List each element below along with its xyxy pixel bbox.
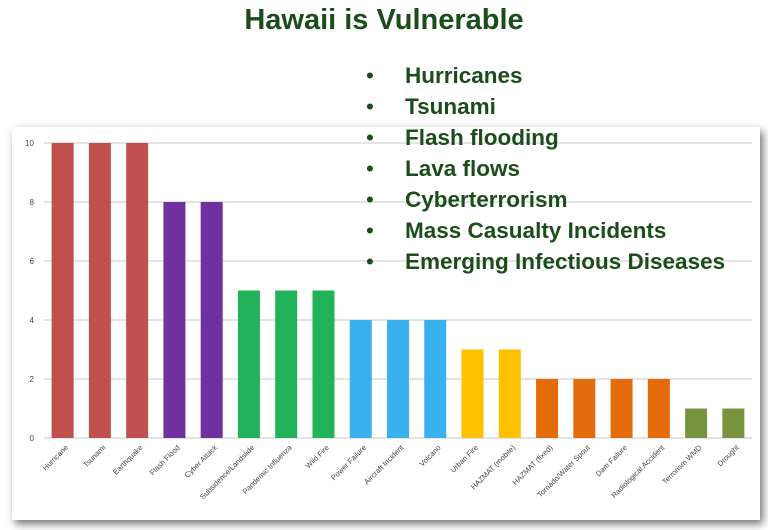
bar (312, 290, 335, 438)
x-tick-label: Cyber Attack (183, 443, 220, 480)
bar (647, 379, 670, 438)
bar (387, 320, 409, 438)
bullet-list: HurricanesTsunamiFlash floodingLava flow… (366, 60, 766, 277)
bar (163, 202, 186, 438)
x-tick-label: Power Failure (329, 443, 368, 482)
bar (573, 379, 596, 438)
x-tick-label: Dam Failure (594, 443, 629, 478)
bullet-item: Mass Casualty Incidents (366, 215, 766, 246)
bar (461, 349, 484, 438)
bullet-item: Hurricanes (366, 60, 766, 91)
bullet-item: Cyberterrorism (366, 184, 766, 215)
bar (88, 143, 111, 438)
y-tick-label: 2 (30, 375, 35, 384)
bullet-item: Lava flows (366, 153, 766, 184)
y-tick-label: 4 (30, 316, 35, 325)
x-tick-label: Drought (716, 442, 742, 468)
x-tick-label: Tsunami (81, 443, 107, 469)
bullet-item: Tsunami (366, 91, 766, 122)
x-tick-label: Aircraft Incident (362, 442, 406, 486)
bar (237, 290, 260, 438)
x-tick-label: Flash Flood (148, 443, 182, 477)
bar (275, 290, 298, 438)
x-tick-label: Terrorism WMD (660, 443, 704, 487)
bar (126, 143, 149, 438)
x-tick-label: Wild Fire (304, 443, 331, 470)
bar (685, 408, 708, 438)
bar (349, 320, 372, 438)
x-tick-label: Urban Fire (449, 443, 480, 474)
bullet-item: Flash flooding (366, 122, 766, 153)
x-tick-label: Earthquake (111, 443, 144, 476)
x-tick-label: Hurricane (41, 443, 70, 472)
bar (610, 379, 633, 438)
bar (536, 379, 559, 438)
bar (498, 349, 521, 438)
bar (200, 202, 223, 438)
y-tick-label: 10 (25, 139, 34, 148)
slide-title: Hawaii is Vulnerable (244, 4, 524, 36)
x-tick-label: Volcano (417, 443, 442, 468)
y-tick-label: 6 (30, 257, 35, 266)
bar (722, 408, 745, 438)
y-tick-label: 0 (30, 434, 35, 443)
y-tick-label: 8 (30, 198, 35, 207)
bar (424, 320, 447, 438)
bar (51, 143, 74, 438)
bullet-item: Emerging Infectious Diseases (366, 246, 766, 277)
